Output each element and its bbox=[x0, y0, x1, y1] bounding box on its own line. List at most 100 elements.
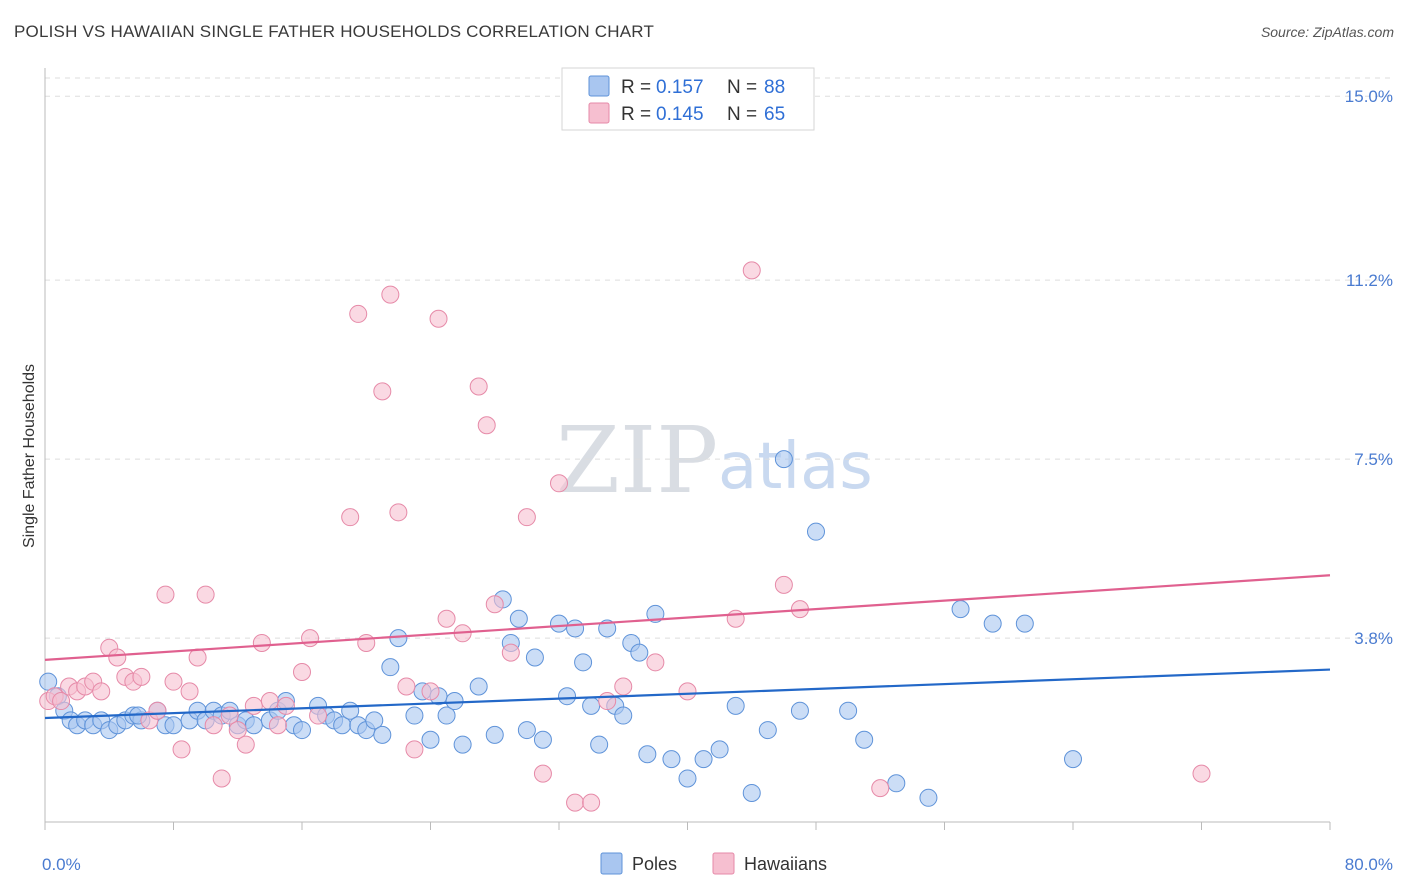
poles-point bbox=[742, 783, 761, 802]
hawaiians-point bbox=[301, 629, 320, 648]
hawaiians-point bbox=[646, 653, 665, 672]
hawaiians-point bbox=[228, 721, 247, 740]
poles-point bbox=[1015, 614, 1034, 633]
poles-point bbox=[373, 725, 392, 744]
gridlines bbox=[45, 77, 1392, 639]
watermark-zip: ZIP bbox=[556, 407, 718, 514]
hawaiians-point bbox=[373, 382, 392, 401]
hawaiians-n-value: 65 bbox=[764, 104, 785, 125]
hawaiians-point bbox=[341, 508, 360, 527]
poles-point bbox=[614, 706, 633, 725]
poles-point bbox=[590, 735, 609, 754]
y-tick-labels: 3.8% 7.5% 11.2% 15.0% bbox=[1345, 87, 1393, 648]
poles-trend-line bbox=[44, 668, 1331, 720]
y-tick-label: 11.2% bbox=[1346, 271, 1393, 290]
hawaiians-point bbox=[429, 309, 448, 328]
hawaiians-point bbox=[132, 667, 151, 686]
poles-point bbox=[774, 450, 793, 469]
bottom-legend: Poles Hawaiians bbox=[600, 852, 827, 875]
poles-point bbox=[646, 604, 665, 623]
hawaiians-point bbox=[614, 677, 633, 696]
poles-point bbox=[790, 701, 809, 720]
hawaiians-point bbox=[774, 575, 793, 594]
poles-point bbox=[839, 701, 858, 720]
poles-point bbox=[533, 730, 552, 749]
poles-point bbox=[582, 696, 601, 715]
hawaiians-point bbox=[1192, 764, 1211, 783]
hawaiians-point bbox=[598, 692, 617, 711]
hawaiians-point bbox=[92, 682, 111, 701]
poles-point bbox=[887, 774, 906, 793]
hawaiians-point bbox=[566, 793, 585, 812]
poles-point bbox=[758, 721, 777, 740]
hawaiians-point bbox=[742, 261, 761, 280]
hawaiians-point bbox=[252, 633, 271, 652]
hawaiians-point bbox=[485, 595, 504, 614]
poles-point bbox=[421, 730, 440, 749]
hawaiians-point bbox=[469, 377, 488, 396]
source-label: Source: ZipAtlas.com bbox=[1260, 24, 1394, 40]
poles-point bbox=[919, 788, 938, 807]
hawaiians-point bbox=[180, 682, 199, 701]
poles-r-label: R = bbox=[621, 77, 651, 98]
poles-point bbox=[437, 706, 456, 725]
poles-point bbox=[485, 725, 504, 744]
hawaiians-point bbox=[582, 793, 601, 812]
poles-n-label: N = bbox=[727, 77, 757, 98]
poles-point bbox=[517, 721, 536, 740]
x-tick-labels: 0.0% 80.0% bbox=[42, 855, 1393, 874]
y-axis-title: Single Father Households bbox=[21, 364, 38, 548]
hawaiians-point bbox=[477, 416, 496, 435]
hawaiians-points bbox=[39, 261, 1211, 812]
poles-point bbox=[630, 643, 649, 662]
hawaiians-trend-line bbox=[44, 574, 1331, 662]
poles-point bbox=[509, 609, 528, 628]
hawaiians-point bbox=[244, 696, 263, 715]
hawaiians-point bbox=[188, 648, 207, 667]
poles-point bbox=[525, 648, 544, 667]
hawaiians-bottom-swatch bbox=[712, 852, 735, 875]
poles-point bbox=[574, 653, 593, 672]
poles-point bbox=[638, 745, 657, 764]
hawaiians-point bbox=[309, 706, 328, 725]
poles-point bbox=[405, 706, 424, 725]
hawaiians-point bbox=[236, 735, 255, 754]
poles-point bbox=[244, 716, 263, 735]
poles-point bbox=[445, 692, 464, 711]
poles-point bbox=[164, 716, 183, 735]
poles-bottom-label: Poles bbox=[632, 854, 677, 874]
poles-point bbox=[855, 730, 874, 749]
poles-n-value: 88 bbox=[764, 77, 785, 98]
y-tick-label: 15.0% bbox=[1345, 87, 1393, 106]
hawaiians-point bbox=[437, 609, 456, 628]
hawaiians-point bbox=[52, 692, 71, 711]
chart-title: POLISH VS HAWAIIAN SINGLE FATHER HOUSEHO… bbox=[14, 22, 655, 41]
hawaiians-point bbox=[381, 285, 400, 304]
poles-point bbox=[550, 614, 568, 633]
trend-lines bbox=[44, 574, 1331, 720]
hawaiians-point bbox=[268, 716, 287, 735]
hawaiians-point bbox=[501, 643, 520, 662]
hawaiians-point bbox=[108, 648, 127, 667]
hawaiians-point bbox=[357, 633, 376, 652]
poles-point bbox=[1064, 750, 1082, 769]
hawaiians-point bbox=[293, 663, 311, 681]
poles-point bbox=[726, 696, 745, 715]
hawaiians-point bbox=[405, 740, 424, 759]
x-tick-label: 80.0% bbox=[1345, 855, 1393, 874]
hawaiians-point bbox=[550, 474, 568, 493]
hawaiians-point bbox=[148, 701, 167, 720]
hawaiians-point bbox=[871, 779, 890, 798]
hawaiians-r-value: 0.145 bbox=[656, 104, 704, 125]
poles-point bbox=[983, 614, 1002, 633]
hawaiians-point bbox=[156, 585, 175, 604]
watermark-atlas: atlas bbox=[718, 430, 873, 504]
poles-point bbox=[662, 750, 681, 769]
poles-point bbox=[807, 522, 825, 541]
hawaiians-point bbox=[397, 677, 416, 696]
poles-point bbox=[558, 687, 577, 706]
poles-point bbox=[453, 735, 472, 754]
hawaiians-point bbox=[349, 304, 368, 323]
poles-point bbox=[293, 721, 311, 740]
